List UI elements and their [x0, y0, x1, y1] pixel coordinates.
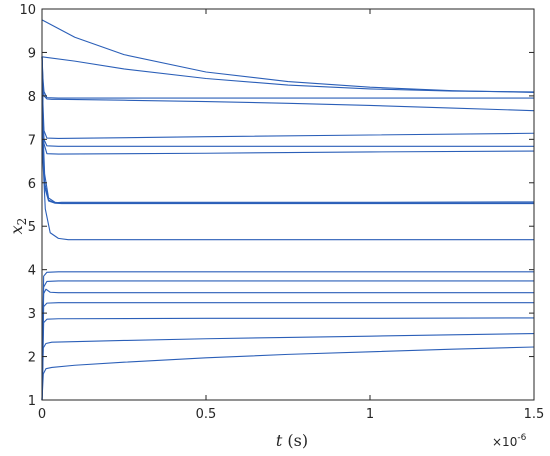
y-tick-label: 6 [28, 177, 36, 192]
series-line-18 [41, 346, 535, 401]
x-axis-label-var: t [276, 431, 283, 450]
series-line-16 [41, 317, 535, 401]
y-axis-label: x2 [7, 218, 29, 235]
series-line-14 [41, 288, 534, 401]
series-line-1 [41, 19, 535, 93]
y-axis-label-sub: 2 [15, 218, 29, 226]
y-tick-label: 3 [28, 307, 36, 322]
series-line-12 [41, 271, 534, 401]
series-line-17 [41, 332, 535, 401]
series-line-13 [41, 280, 534, 401]
y-tick-label: 10 [19, 3, 36, 18]
x-axis-exponent-base: ×10 [492, 435, 517, 449]
x-tick-label: 0.5 [196, 407, 217, 422]
series-line-15 [41, 302, 534, 401]
x-axis-exponent-power: -6 [517, 433, 526, 443]
plot-area-border [41, 8, 535, 401]
series-line-3 [41, 56, 535, 112]
y-axis-ticks: 1 2 3 4 5 6 7 8 9 10 [19, 3, 534, 409]
x-axis-label: t (s) [276, 431, 308, 450]
series-line-11 [41, 56, 534, 241]
y-tick-label: 2 [28, 351, 36, 366]
y-tick-label: 5 [28, 220, 36, 235]
y-tick-label: 1 [28, 394, 36, 409]
x-tick-label: 1.5 [524, 407, 545, 422]
y-tick-label: 8 [28, 90, 36, 105]
y-tick-label: 7 [28, 133, 36, 148]
x-axis-ticks: 0 0.5 1 1.5 [38, 9, 544, 422]
y-axis-label-var: x [7, 225, 26, 234]
x-axis-label-unit: (s) [287, 431, 308, 450]
series-layer [41, 19, 535, 401]
series-line-4 [41, 56, 534, 99]
x-axis-exponent: ×10-6 [492, 433, 527, 449]
y-axis-label-group: x2 [7, 218, 29, 235]
y-tick-label: 4 [28, 264, 36, 279]
y-tick-label: 9 [28, 46, 36, 61]
x-tick-label: 0 [38, 407, 46, 422]
series-line-2 [41, 56, 535, 93]
x-tick-label: 1 [366, 407, 374, 422]
